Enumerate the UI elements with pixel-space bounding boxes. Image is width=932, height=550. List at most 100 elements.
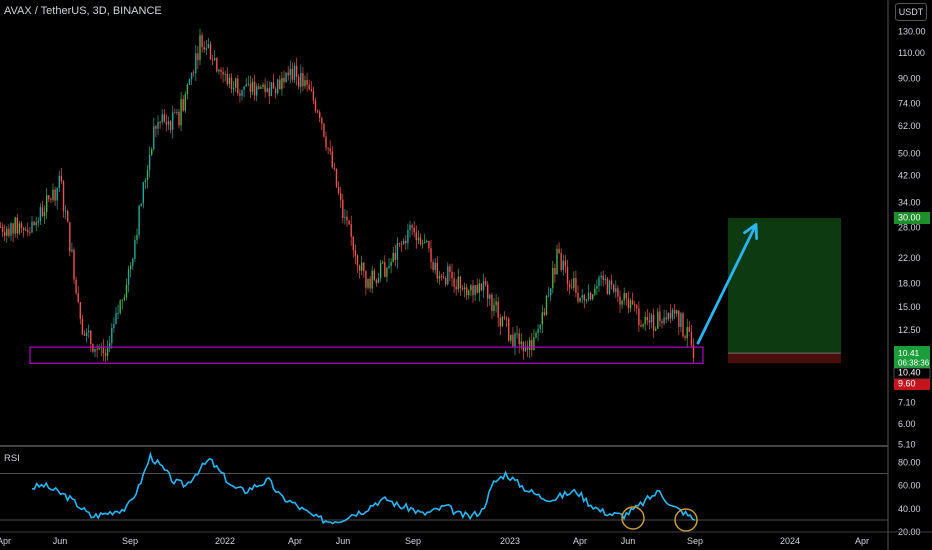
candle-body xyxy=(430,248,432,263)
candle-body xyxy=(537,329,539,333)
candle-body xyxy=(188,79,191,85)
candle-body xyxy=(558,248,560,253)
candle-body xyxy=(20,223,23,228)
candle-body xyxy=(463,287,466,290)
candle-body xyxy=(459,276,462,289)
candle-body xyxy=(650,314,653,323)
candle-body xyxy=(503,316,506,319)
candle-body xyxy=(529,340,531,350)
candle-body xyxy=(218,69,220,72)
candle-body xyxy=(472,285,474,296)
price-tick-label: 42.00 xyxy=(898,171,921,181)
candle-body xyxy=(27,229,29,233)
rsi-highlight-circle xyxy=(621,506,645,530)
candle-body xyxy=(482,281,485,291)
candle-body xyxy=(382,262,384,264)
candle-body xyxy=(581,295,583,298)
candle-body xyxy=(295,65,298,77)
candle-body xyxy=(640,325,642,327)
candle-body xyxy=(33,221,35,226)
rsi-line xyxy=(31,451,696,525)
candle-body xyxy=(85,332,88,336)
candle-body xyxy=(594,288,596,295)
candle-body xyxy=(524,347,527,351)
candle-body xyxy=(442,277,445,279)
candle-body xyxy=(323,123,325,137)
candle-body xyxy=(134,239,136,259)
projection-arrow-head xyxy=(743,223,759,240)
time-tick-label: 2023 xyxy=(500,536,520,546)
candle-body xyxy=(226,73,228,84)
candle-body xyxy=(125,284,128,298)
candle-body xyxy=(583,295,585,301)
price-tick-label: 12.50 xyxy=(898,325,921,335)
candle-body xyxy=(409,225,411,231)
candle-body xyxy=(163,114,165,122)
candle-body xyxy=(43,211,46,217)
candle-body xyxy=(571,286,573,288)
candle-body xyxy=(6,228,8,236)
candle-body xyxy=(499,317,501,327)
candle-body xyxy=(46,195,48,212)
candle-body xyxy=(90,330,92,344)
price-tick-label: 22.00 xyxy=(898,253,921,263)
candle-body xyxy=(377,278,380,284)
candle-body xyxy=(394,252,396,261)
target-price-badge-bg xyxy=(894,212,930,225)
candle-body xyxy=(417,237,420,241)
candle-body xyxy=(241,90,243,96)
candle-body xyxy=(230,77,233,90)
candle-body xyxy=(407,230,409,244)
candle-body xyxy=(646,317,648,321)
candle-body xyxy=(514,333,516,347)
candle-body xyxy=(413,227,415,233)
candle-body xyxy=(615,288,617,292)
time-tick-label: Sep xyxy=(687,536,703,546)
candle-body xyxy=(151,148,153,155)
stop-zone xyxy=(728,353,841,364)
candle-body xyxy=(12,223,14,234)
candle-body xyxy=(291,68,294,80)
candle-body xyxy=(29,232,31,234)
candle-body xyxy=(247,83,249,85)
candle-body xyxy=(623,293,625,301)
candle-body xyxy=(673,309,676,314)
candle-body xyxy=(344,216,346,218)
countdown-badge: 06:38:36 xyxy=(898,359,930,368)
candle-body xyxy=(69,222,71,252)
candle-body xyxy=(279,79,281,90)
candle-body xyxy=(411,225,413,228)
candle-body xyxy=(25,229,27,231)
candle-body xyxy=(466,287,468,296)
candle-body xyxy=(497,301,499,318)
time-tick-label: Apr xyxy=(0,536,11,546)
candle-body xyxy=(337,186,340,194)
currency-button[interactable]: USDT xyxy=(895,3,927,21)
candle-body xyxy=(358,265,361,271)
candle-body xyxy=(136,235,138,240)
candle-body xyxy=(470,285,472,291)
candle-body xyxy=(602,275,604,280)
candle-body xyxy=(283,77,285,83)
candle-body xyxy=(552,268,554,289)
candle-body xyxy=(428,241,430,249)
candle-body xyxy=(203,46,205,50)
candle-body xyxy=(489,294,491,299)
candle-body xyxy=(644,317,646,325)
candle-body xyxy=(270,82,273,97)
time-tick-label: 2024 xyxy=(780,536,800,546)
entry-price-badge-bg xyxy=(894,368,930,379)
candle-body xyxy=(50,199,52,201)
rsi-tick-label: 60.00 xyxy=(898,481,921,491)
candle-body xyxy=(289,68,291,76)
candle-body xyxy=(222,71,224,75)
candle-body xyxy=(321,117,323,124)
candle-body xyxy=(266,88,268,92)
candle-body xyxy=(1,227,4,233)
candle-body xyxy=(606,278,609,295)
candle-body xyxy=(585,299,588,301)
candle-body xyxy=(554,268,556,275)
candle-body xyxy=(505,318,508,320)
